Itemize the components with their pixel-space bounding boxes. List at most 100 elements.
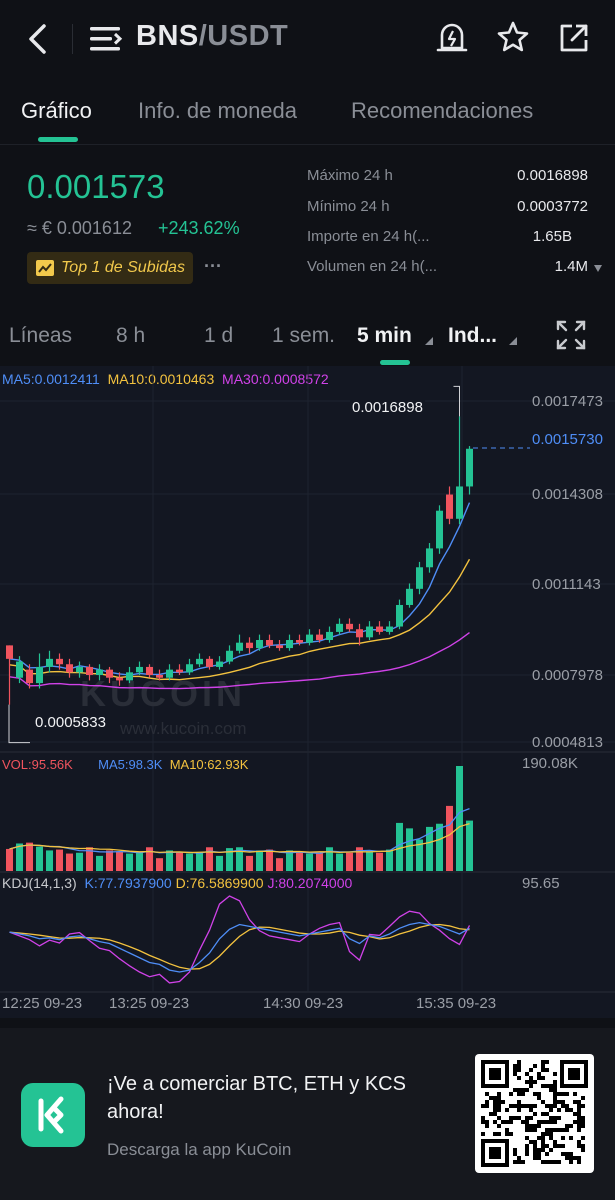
share-button[interactable] — [558, 22, 590, 54]
period-lines[interactable]: Líneas — [9, 324, 73, 347]
candle-body — [466, 448, 473, 487]
price-axis-4: 0.0007978 — [532, 667, 603, 684]
qr-module — [581, 1144, 585, 1148]
star-icon — [497, 21, 529, 52]
high-marker-line — [453, 385, 460, 417]
time-axis-3: 14:30 09-23 — [263, 995, 344, 1012]
pair-title[interactable]: BNS/USDT — [136, 20, 288, 53]
qr-module — [565, 1124, 569, 1128]
volume-24h-value: 1.4M — [554, 258, 588, 275]
low-marker-line — [8, 704, 30, 744]
candle-body — [236, 642, 243, 651]
candle-body — [36, 666, 43, 684]
volume-bar — [356, 847, 363, 871]
ma30-legend: MA30:0.0008572 — [222, 371, 329, 387]
low-24h-value: 0.0003772 — [517, 198, 588, 215]
qr-module — [541, 1076, 545, 1080]
tab-active-indicator — [38, 137, 78, 142]
qr-module — [557, 1092, 561, 1096]
qr-module — [533, 1112, 537, 1116]
qr-module — [541, 1148, 545, 1152]
qr-module — [577, 1104, 581, 1108]
period-1w[interactable]: 1 sem. — [272, 324, 336, 347]
qr-module — [565, 1092, 569, 1096]
period-5min[interactable]: 5 min — [357, 324, 412, 347]
candle-body — [116, 677, 123, 681]
candle-body — [126, 672, 133, 681]
indicators-button[interactable]: Ind... — [448, 324, 497, 347]
qr-module — [573, 1120, 577, 1124]
qr-module — [509, 1092, 513, 1096]
candle-body — [426, 548, 433, 568]
qr-module — [549, 1132, 553, 1136]
qr-module — [553, 1120, 557, 1124]
volume-unit-dropdown[interactable] — [592, 262, 604, 280]
qr-module — [481, 1120, 485, 1124]
volume-ma5-line — [9, 808, 470, 855]
qr-module — [581, 1136, 585, 1140]
candle-body — [146, 666, 153, 676]
qr-module — [525, 1104, 529, 1108]
high-24h-value: 0.0016898 — [517, 167, 588, 184]
tab-coin-info[interactable]: Info. de moneda — [138, 98, 298, 123]
candle-body — [346, 623, 353, 630]
price-axis-2: 0.0014308 — [532, 486, 603, 503]
last-price: 0.001573 — [27, 168, 165, 205]
period-caret-icon — [425, 337, 433, 345]
qr-module — [545, 1060, 549, 1064]
qr-module — [513, 1148, 517, 1152]
ma30-polyline — [9, 632, 470, 690]
tab-recommendations[interactable]: Recomendaciones — [351, 98, 534, 123]
candle-body — [366, 626, 373, 638]
volume-bar — [236, 847, 243, 871]
qr-module — [541, 1068, 545, 1072]
qr-module — [529, 1116, 533, 1120]
qr-module — [497, 1092, 501, 1096]
volume-bar — [56, 849, 63, 871]
favorite-button[interactable] — [496, 20, 530, 54]
qr-module — [553, 1116, 557, 1120]
back-button[interactable] — [24, 22, 50, 56]
qr-module — [497, 1108, 501, 1112]
qr-module — [485, 1124, 489, 1128]
candle-body — [206, 658, 213, 667]
volume-bar — [116, 851, 123, 871]
tab-chart[interactable]: Gráfico — [21, 98, 92, 123]
qr-module — [521, 1120, 525, 1124]
qr-module — [561, 1152, 565, 1156]
qr-module — [553, 1080, 557, 1084]
top-gainers-badge[interactable]: Top 1 de Subidas — [27, 252, 193, 284]
volume-bar — [276, 858, 283, 871]
candle-body — [416, 567, 423, 589]
kdj-lines-group — [9, 895, 471, 984]
volume-bar — [346, 852, 353, 871]
volume-bar — [306, 853, 313, 871]
candlestick-chart[interactable]: KUCOIN www.kucoin.com — [0, 366, 615, 1018]
qr-module — [529, 1068, 533, 1072]
volume-bar — [446, 805, 453, 871]
qr-module — [541, 1060, 545, 1064]
qr-module — [529, 1108, 533, 1112]
price-alert-button[interactable] — [434, 20, 470, 56]
qr-module — [537, 1156, 541, 1160]
volume-bar — [316, 852, 323, 871]
download-qr-code[interactable] — [475, 1054, 594, 1173]
qr-module — [577, 1100, 581, 1104]
qr-module — [509, 1132, 513, 1136]
fullscreen-button[interactable] — [556, 320, 586, 355]
qr-module — [545, 1120, 549, 1124]
qr-module — [529, 1076, 533, 1080]
more-options-button[interactable]: ··· — [204, 256, 222, 276]
qr-module — [545, 1152, 549, 1156]
candle-body — [336, 623, 343, 632]
qr-module — [525, 1116, 529, 1120]
period-1d[interactable]: 1 d — [204, 324, 234, 347]
market-list-button[interactable] — [90, 24, 124, 54]
period-8h[interactable]: 8 h — [116, 324, 146, 347]
qr-module — [553, 1160, 557, 1164]
qr-module — [581, 1120, 585, 1124]
volume-bar — [456, 766, 463, 871]
qr-module — [533, 1128, 537, 1132]
candle-body — [176, 669, 183, 673]
qr-module — [513, 1088, 517, 1092]
